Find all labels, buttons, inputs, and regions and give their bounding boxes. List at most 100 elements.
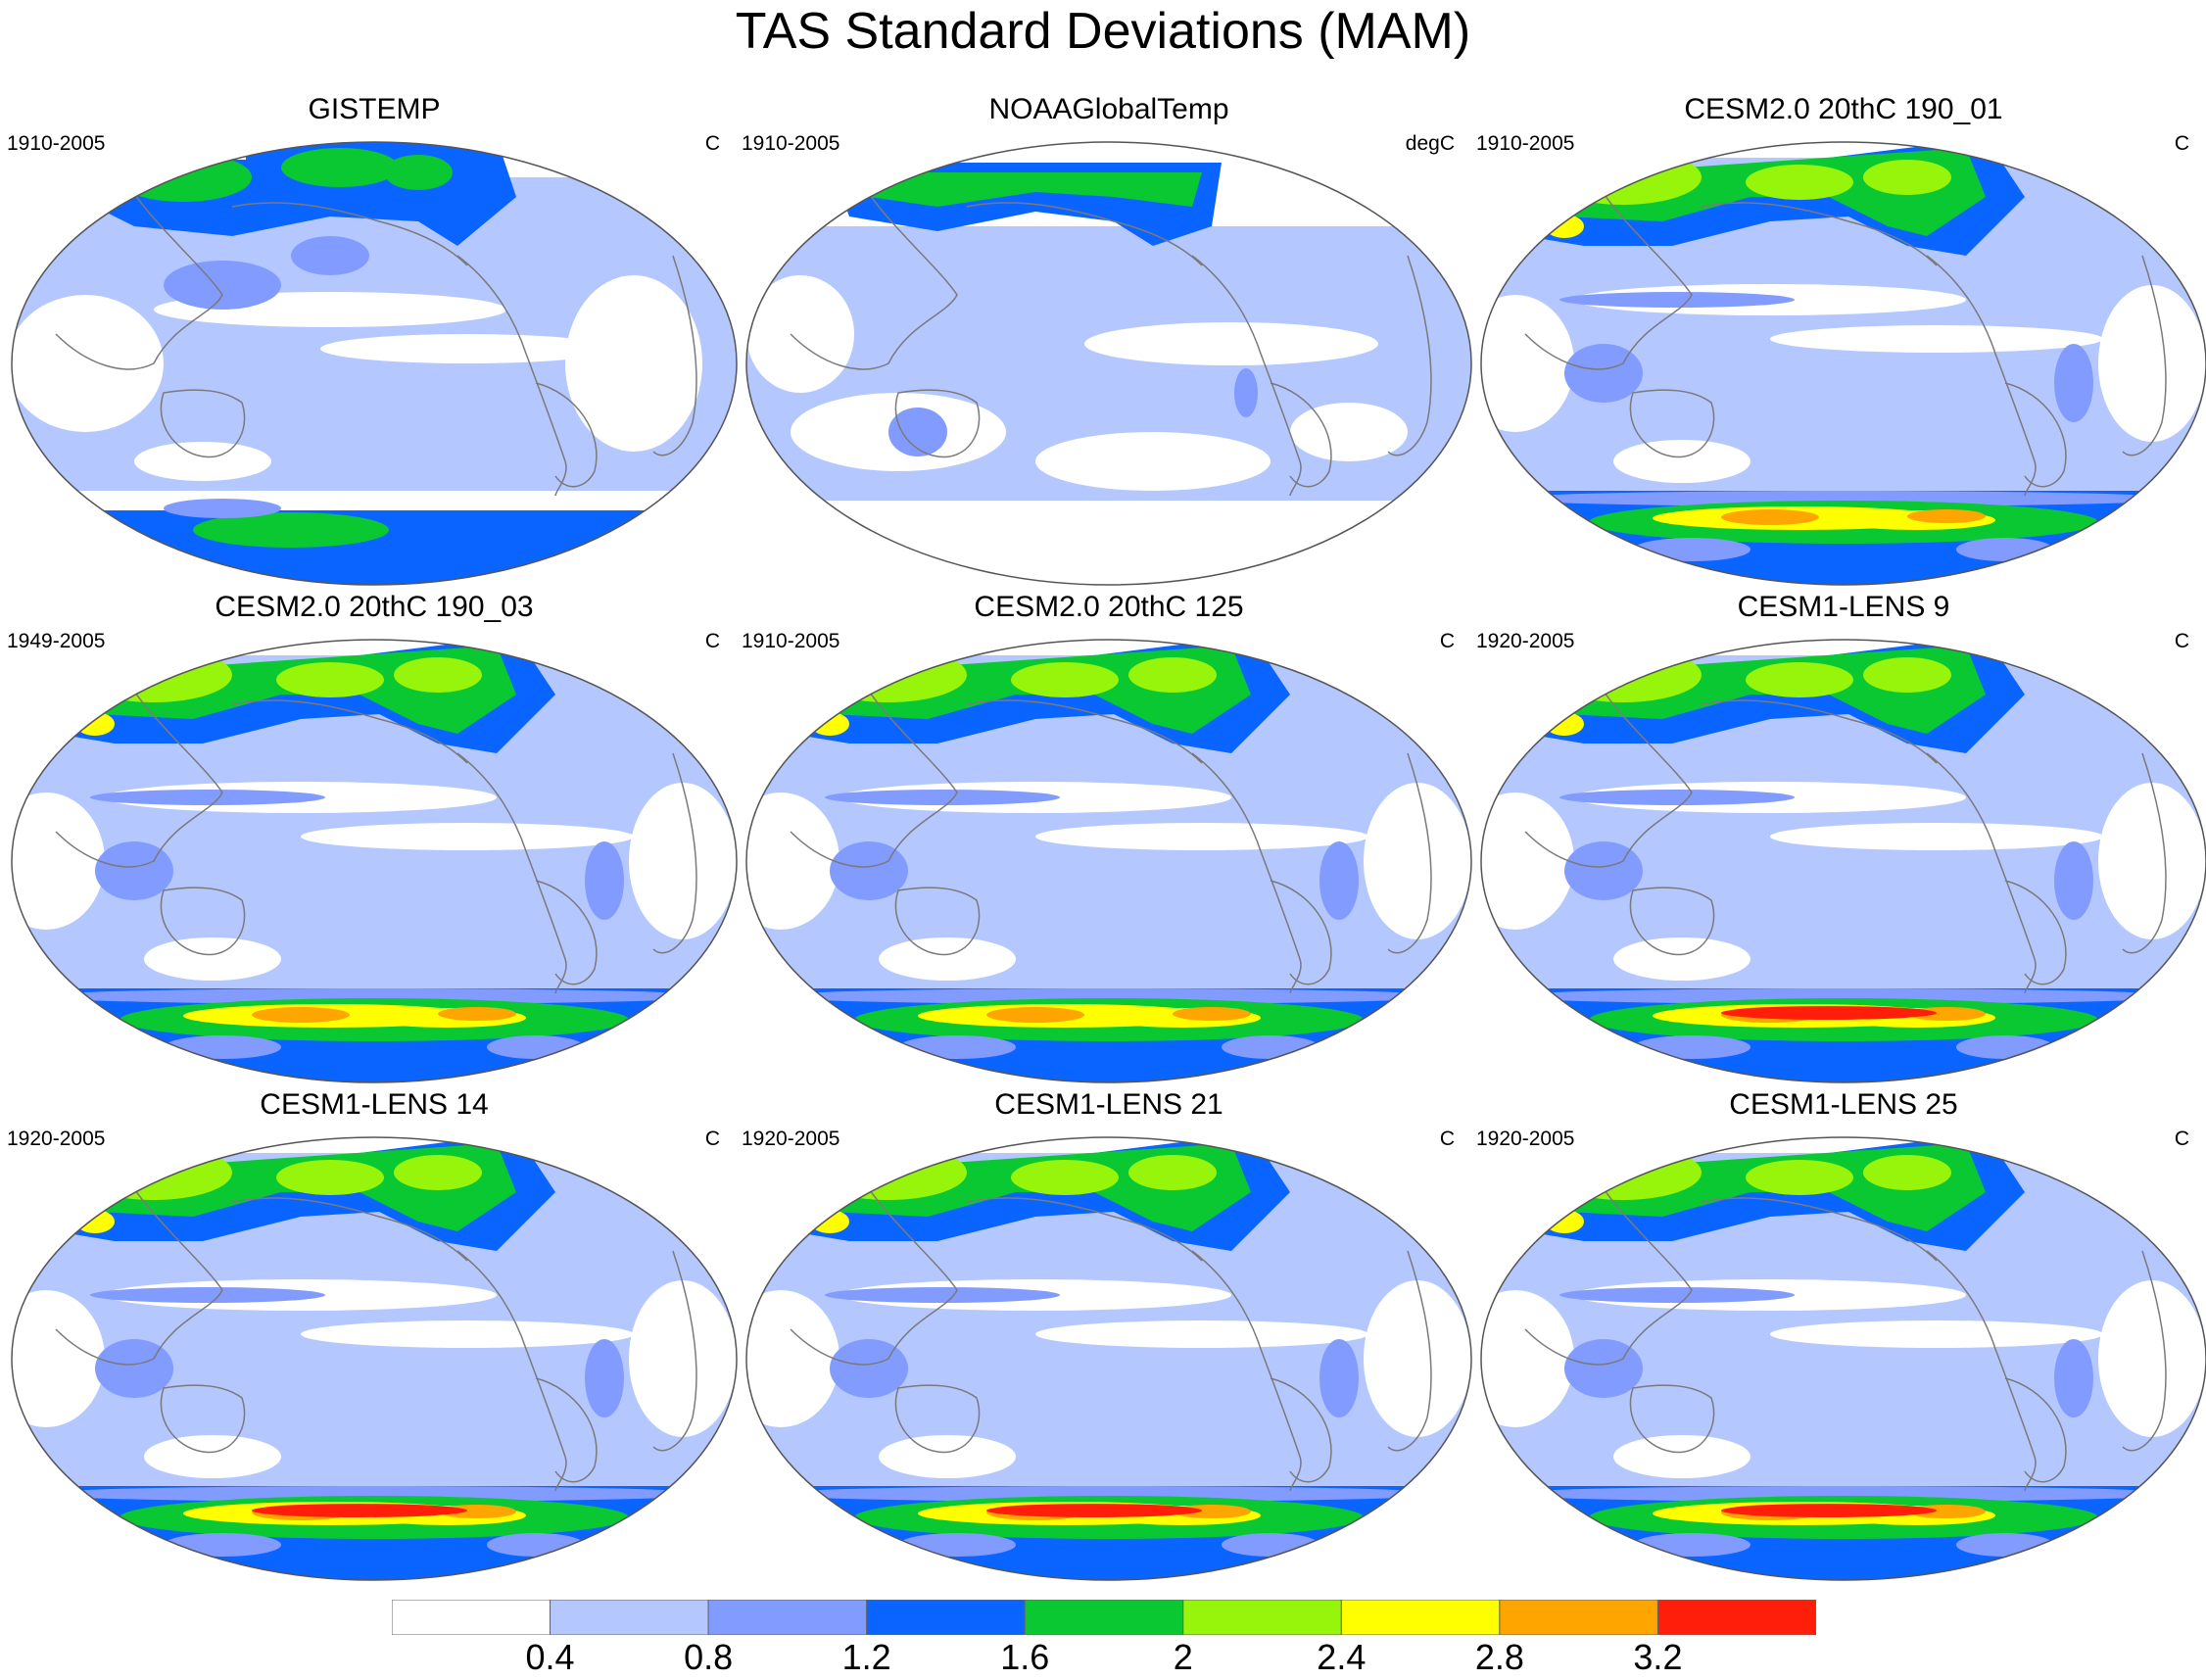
contour-patch: [134, 442, 271, 481]
map-outline: [745, 141, 1472, 586]
panel-period: 1910-2005: [1476, 132, 1575, 155]
contour-patch: [276, 1160, 384, 1195]
contour-patch: [12, 295, 164, 432]
contour-patch: [859, 172, 1202, 207]
contour-patch: [320, 334, 614, 363]
map-outline: [1480, 639, 2206, 1083]
australia-coast: [1629, 887, 1715, 956]
africa-coast: [1387, 1250, 1432, 1452]
contour-patch: [1035, 823, 1368, 850]
colorbar-segment: [707, 1600, 868, 1635]
coastlines: [1524, 674, 2167, 994]
contour-patch: [810, 648, 967, 702]
contour-patch: [1559, 790, 1795, 805]
panel-units: C: [1439, 630, 1455, 652]
panel-units: C: [704, 630, 720, 652]
contour-patch: [888, 408, 947, 456]
map-outline: [745, 1136, 1472, 1581]
contour-patch: [1011, 1160, 1119, 1195]
contour-patch: [252, 1007, 350, 1023]
contour-patch: [80, 1141, 159, 1169]
colorbar-label: 2.4: [1317, 1637, 1367, 1677]
contour-patch: [1550, 1141, 1628, 1169]
contour-patch: [1035, 432, 1271, 491]
map-outline: [1480, 141, 2206, 586]
figure-title: TAS Standard Deviations (MAM): [735, 3, 1471, 60]
contour-patch: [164, 499, 281, 518]
americas-coast: [1926, 752, 2037, 994]
map-panel-cesm1-lens-9: CESM1-LENS 9 1920-2005 C: [1476, 591, 2206, 1090]
australia-coast: [894, 389, 981, 458]
africa-coast: [2122, 752, 2167, 954]
contour-patch: [830, 841, 908, 900]
world-map: [11, 141, 738, 586]
south-america-coast: [1270, 382, 1332, 488]
south-america-coast: [1270, 880, 1332, 985]
panel-units: C: [704, 132, 720, 155]
antarctic-band: [85, 510, 673, 585]
contour-patch: [1586, 1155, 1621, 1171]
northern-coast: [966, 1197, 1203, 1262]
contour-patch: [75, 1145, 232, 1200]
africa-coast: [1387, 255, 1432, 456]
map-panel-cesm1-lens-21: CESM1-LENS 21 1920-2005 C: [742, 1088, 1476, 1588]
asia-coast: [1524, 674, 1693, 868]
contour-patch: [193, 512, 389, 548]
contour-patch: [2098, 285, 2206, 442]
contour-patch: [1770, 823, 2103, 850]
contour-fill: [12, 142, 737, 585]
contour-patch: [2098, 783, 2206, 939]
contour-patch: [1173, 1007, 1251, 1021]
south-america-coast: [535, 1377, 598, 1483]
contour-patch: [629, 1280, 737, 1437]
contour-patch: [1907, 509, 1986, 523]
contour-patch: [825, 1287, 1060, 1303]
australia-coast: [894, 887, 981, 956]
contour-patch: [2168, 641, 2195, 680]
contour-patch: [986, 1007, 1084, 1023]
contour-patch: [1613, 1435, 1750, 1478]
contour-patch: [698, 1138, 726, 1177]
colorbar: [392, 1600, 1816, 1635]
contour-patch: [565, 275, 702, 452]
africa-coast: [2122, 255, 2167, 456]
contour-patch: [810, 712, 849, 736]
contour-patch: [986, 1504, 1202, 1517]
colorbar-segment: [1656, 1600, 1816, 1635]
americas-coast: [1191, 1250, 1302, 1492]
panel-title: CESM1-LENS 14: [260, 1088, 489, 1121]
contour-patch: [1011, 662, 1119, 697]
world-map: [745, 1136, 1472, 1581]
northern-coast: [231, 699, 468, 764]
africa-coast: [1387, 752, 1432, 954]
contour-patch: [1319, 1339, 1359, 1417]
contour-patch: [75, 1210, 115, 1233]
asia-coast: [790, 674, 958, 868]
colorbar-label: 0.4: [525, 1637, 575, 1677]
colorbar-label: 0.8: [684, 1637, 734, 1677]
contour-patch: [1613, 440, 1750, 483]
northern-coast: [966, 699, 1203, 764]
south-america-coast: [535, 880, 598, 985]
colorbar-segment: [1182, 1600, 1342, 1635]
world-map: [1480, 1136, 2206, 1581]
south-america-coast: [2004, 1377, 2067, 1483]
contour-patch: [2168, 1138, 2195, 1177]
contour-patch: [95, 1339, 173, 1398]
world-map: [1480, 141, 2206, 586]
contour-patch: [1559, 292, 1795, 308]
panel-units: C: [1439, 1128, 1455, 1150]
panel-title: GISTEMP: [308, 93, 441, 125]
contour-patch: [830, 1339, 908, 1398]
map-outline: [1480, 1136, 2206, 1581]
australia-coast: [160, 389, 246, 458]
coastlines: [55, 674, 697, 994]
northern-coast: [966, 202, 1203, 266]
contour-patch: [394, 657, 482, 693]
africa-coast: [2122, 1250, 2167, 1452]
map-outline: [11, 1136, 738, 1581]
coastlines: [55, 176, 697, 497]
map-panel-cesm1-lens-14: CESM1-LENS 14 1920-2005 C: [7, 1088, 742, 1588]
map-panel-cesm1-lens-25: CESM1-LENS 25 1920-2005 C: [1476, 1088, 2206, 1588]
contour-patch: [1084, 322, 1378, 365]
